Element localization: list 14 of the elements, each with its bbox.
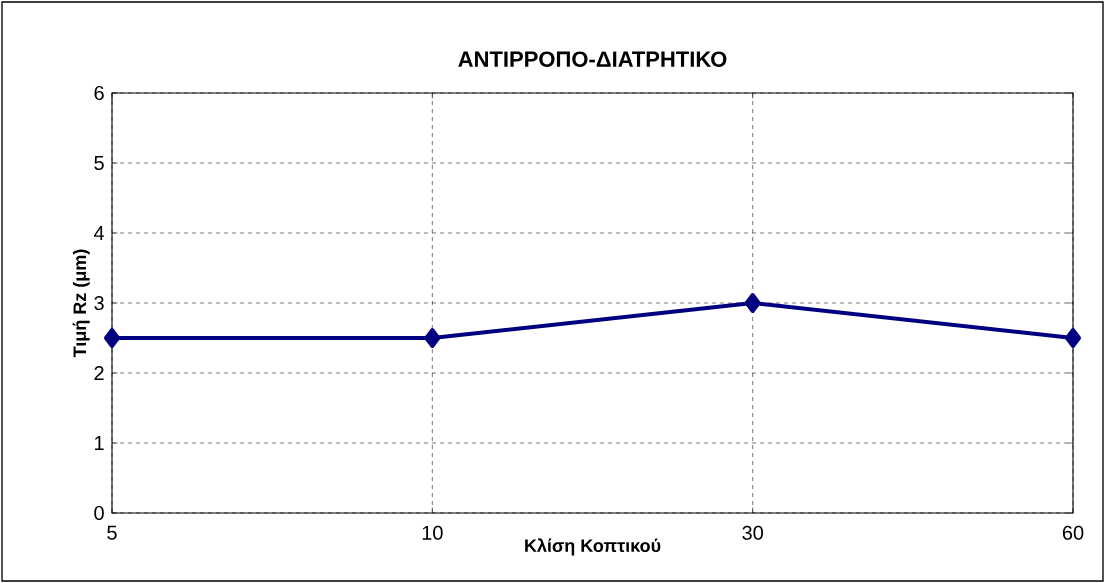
x-tick-label: 5 (107, 525, 117, 540)
y-axis-title: Τιμή Rz (μm) (72, 249, 90, 358)
x-tick-label: 30 (742, 525, 763, 540)
x-tick-label: 60 (1062, 525, 1084, 540)
y-tick-label: 4 (93, 226, 105, 240)
chart-title: ΑΝΤΙΡΡΟΠΟ-ΔΙΑΤΡΗΤΙΚΟ (458, 51, 727, 67)
x-axis-title: Κλίση Κοπτικού (525, 538, 661, 556)
y-tick-label: 0 (94, 505, 104, 521)
y-tick-label: 2 (94, 366, 104, 380)
y-tick-label: 5 (94, 156, 104, 170)
x-tick-label: 10 (422, 525, 443, 540)
y-tick-label: 1 (95, 436, 104, 450)
y-tick-label: 6 (94, 85, 104, 101)
y-tick-label: 3 (94, 295, 104, 311)
